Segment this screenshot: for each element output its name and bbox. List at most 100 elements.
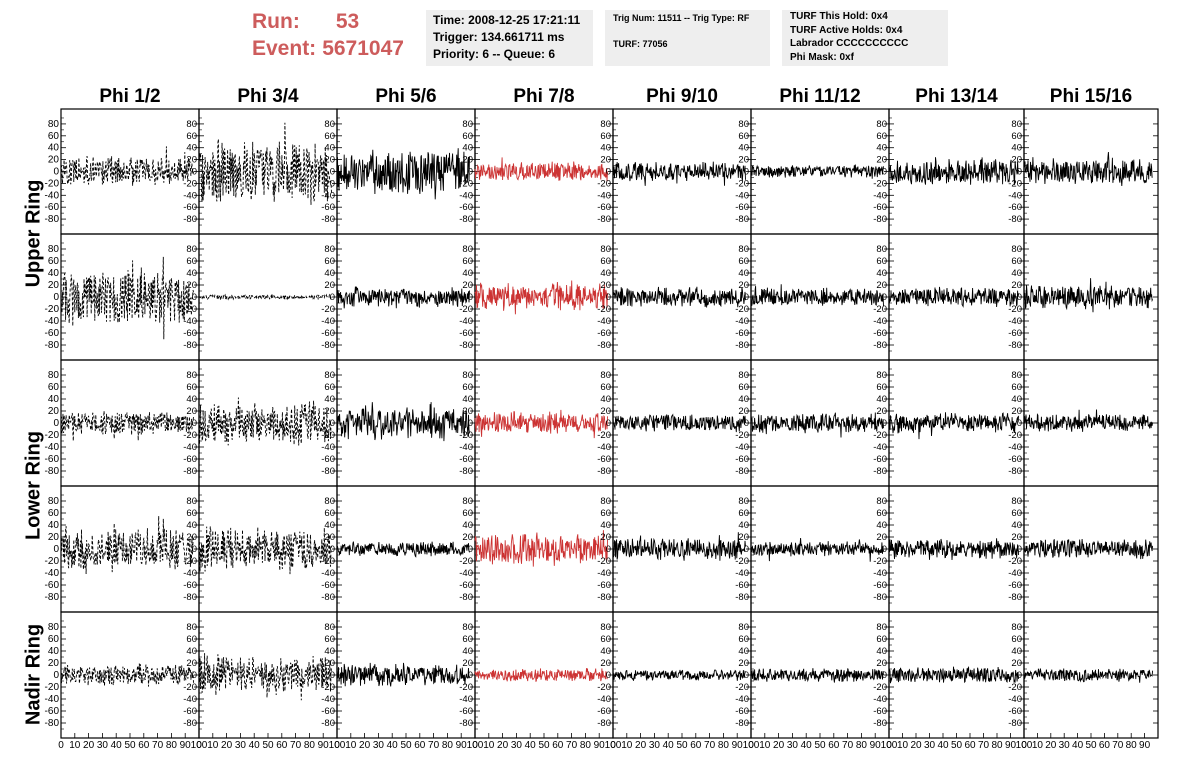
y-tick-label: 20 [738, 406, 749, 417]
y-tick-label: -60 [873, 454, 887, 465]
x-tick-label: 80 [580, 740, 592, 751]
x-tick-label: 0 [58, 740, 64, 751]
y-tick-label: -40 [321, 316, 335, 327]
x-tick-label: 20 [497, 740, 509, 751]
y-tick-label: 40 [48, 394, 60, 405]
y-tick-label: 20 [1011, 406, 1022, 417]
y-tick-label: 80 [876, 370, 887, 381]
y-tick-label: -60 [45, 202, 60, 213]
y-tick-label: 40 [462, 646, 473, 657]
y-tick-label: -40 [873, 568, 887, 579]
y-tick-label: -60 [183, 580, 197, 591]
phi-mask-line: Phi Mask: 0xf [790, 51, 854, 63]
y-tick-label: 20 [324, 532, 335, 543]
y-tick-label: 60 [876, 382, 887, 393]
waveform-trace [336, 402, 470, 442]
y-tick-label: 0 [53, 167, 59, 178]
y-tick-label: -60 [321, 454, 335, 465]
x-tick-label: 40 [387, 740, 399, 751]
y-tick-label: 80 [600, 496, 611, 507]
y-tick-label: 20 [738, 155, 749, 166]
y-tick-label: 60 [738, 634, 749, 645]
y-tick-label: -40 [597, 568, 611, 579]
y-tick-label: -20 [45, 304, 60, 315]
x-tick-label: 20 [83, 740, 95, 751]
x-tick-label: 30 [373, 740, 385, 751]
y-tick-label: -80 [873, 214, 887, 225]
waveform-trace [60, 663, 194, 687]
x-tick-label: 60 [552, 740, 564, 751]
y-tick-label: 80 [600, 370, 611, 381]
event-value: 5671047 [322, 37, 404, 60]
y-tick-label: -80 [873, 592, 887, 603]
y-tick-label: 60 [600, 634, 611, 645]
column-title: Phi 1/2 [99, 86, 161, 107]
y-tick-label: 60 [48, 131, 60, 142]
x-tick-label: 90 [456, 740, 468, 751]
y-tick-label: -20 [735, 430, 749, 441]
y-tick-label: 40 [600, 143, 611, 154]
y-tick-label: 20 [1011, 155, 1022, 166]
x-tick-label: 30 [787, 740, 799, 751]
y-tick-label: -20 [183, 430, 197, 441]
y-tick-label: -20 [459, 304, 473, 315]
y-tick-label: -20 [1008, 682, 1022, 693]
y-tick-label: -60 [183, 454, 197, 465]
y-tick-label: 60 [324, 256, 335, 267]
y-tick-label: 80 [324, 496, 335, 507]
y-tick-label: 40 [600, 520, 611, 531]
waveform-trace [336, 662, 470, 687]
x-tick-label: 50 [676, 740, 688, 751]
y-tick-label: -60 [597, 454, 611, 465]
waveform-trace [750, 668, 884, 683]
x-tick-label: 30 [924, 740, 936, 751]
y-tick-label: -20 [1008, 430, 1022, 441]
y-tick-label: -60 [597, 202, 611, 213]
y-tick-label: 0 [882, 167, 887, 178]
x-tick-label: 90 [318, 740, 330, 751]
y-tick-label: 20 [876, 406, 887, 417]
y-tick-label: 60 [1011, 634, 1022, 645]
y-tick-label: -40 [1008, 316, 1022, 327]
x-tick-label: 50 [814, 740, 826, 751]
y-tick-label: 40 [738, 394, 749, 405]
y-tick-label: 80 [876, 622, 887, 633]
y-tick-label: 0 [192, 292, 197, 303]
column-title: Phi 5/6 [375, 86, 437, 107]
y-tick-label: 80 [462, 370, 473, 381]
x-tick-label: 50 [538, 740, 550, 751]
y-tick-label: -40 [873, 442, 887, 453]
y-tick-label: -40 [45, 190, 60, 201]
y-tick-label: 40 [600, 268, 611, 279]
y-tick-label: 0 [1017, 670, 1022, 681]
waveform-trace [198, 122, 332, 205]
x-tick-label: 100 [467, 740, 484, 751]
x-tick-label: 0 [196, 740, 202, 751]
y-tick-label: -20 [183, 556, 197, 567]
y-tick-label: -20 [321, 430, 335, 441]
y-tick-label: 40 [1011, 268, 1022, 279]
x-tick-label: 60 [964, 740, 976, 751]
y-tick-label: -40 [459, 316, 473, 327]
y-tick-label: 60 [1011, 382, 1022, 393]
y-tick-label: -80 [735, 592, 749, 603]
y-tick-label: 20 [324, 406, 335, 417]
y-tick-label: 60 [324, 634, 335, 645]
y-tick-label: 20 [876, 532, 887, 543]
y-tick-label: 40 [1011, 394, 1022, 405]
y-tick-label: -20 [873, 430, 887, 441]
y-tick-label: -60 [459, 580, 473, 591]
waveform-trace [888, 157, 1020, 185]
y-tick-label: -20 [873, 682, 887, 693]
y-tick-label: 40 [186, 646, 197, 657]
waveform-trace [474, 668, 608, 682]
x-tick-label: 60 [690, 740, 702, 751]
y-tick-label: 0 [744, 544, 749, 555]
waveform-trace [474, 157, 608, 182]
y-tick-label: 20 [462, 532, 473, 543]
